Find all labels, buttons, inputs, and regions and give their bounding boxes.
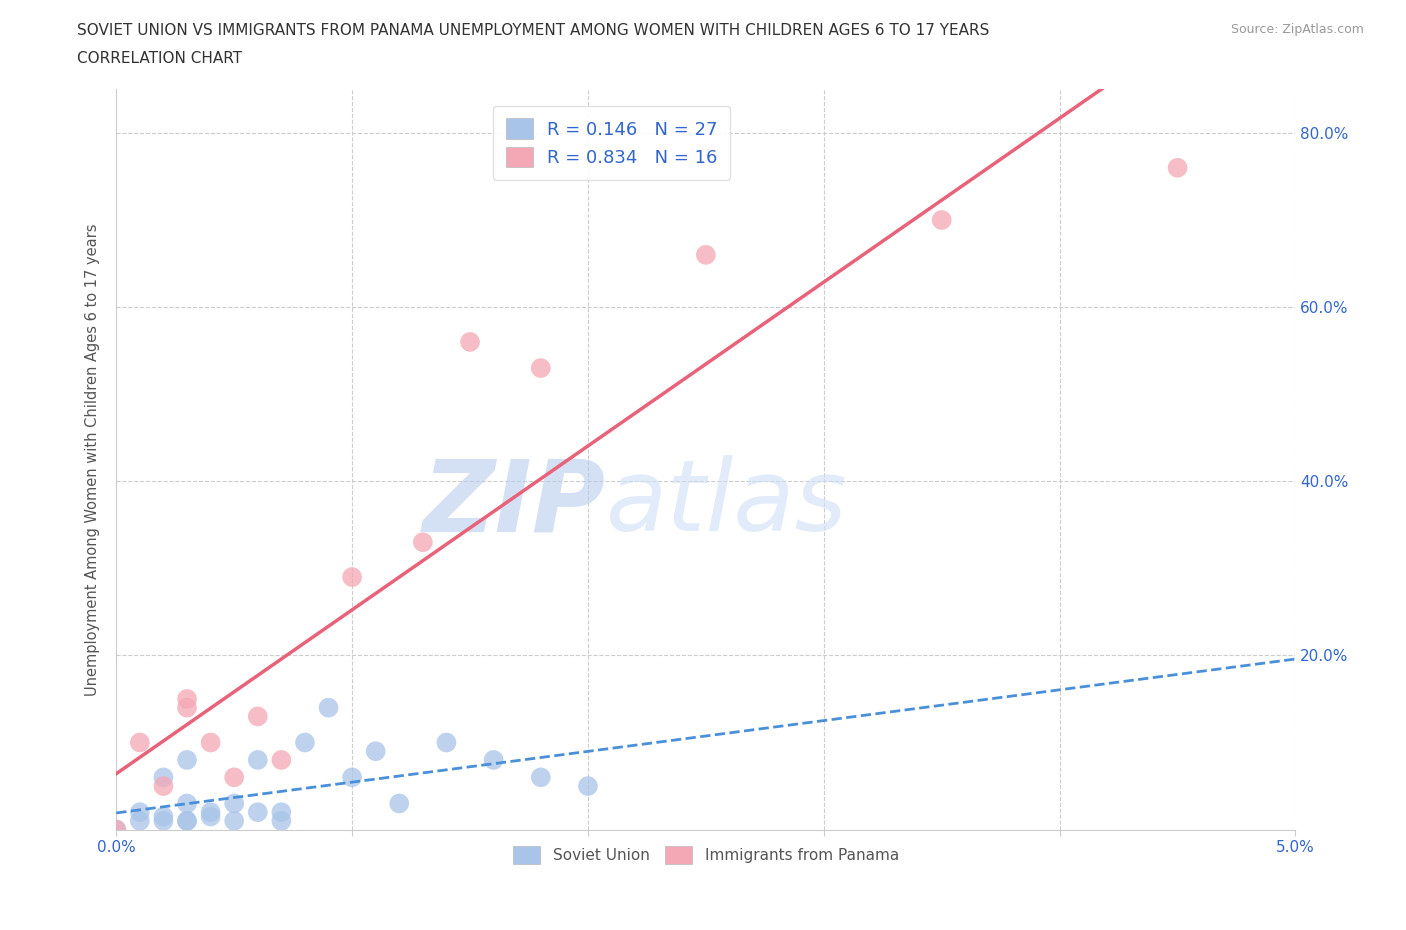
Point	[388, 796, 411, 811]
Legend: Soviet Union, Immigrants from Panama: Soviet Union, Immigrants from Panama	[506, 840, 905, 870]
Point	[530, 770, 553, 785]
Point	[200, 735, 222, 750]
Point	[576, 778, 599, 793]
Point	[128, 735, 150, 750]
Point	[105, 822, 128, 837]
Point	[176, 796, 198, 811]
Point	[364, 744, 387, 759]
Point	[270, 804, 292, 819]
Point	[128, 804, 150, 819]
Point	[270, 752, 292, 767]
Text: SOVIET UNION VS IMMIGRANTS FROM PANAMA UNEMPLOYMENT AMONG WOMEN WITH CHILDREN AG: SOVIET UNION VS IMMIGRANTS FROM PANAMA U…	[77, 23, 990, 38]
Point	[436, 735, 458, 750]
Point	[294, 735, 316, 750]
Point	[931, 213, 953, 228]
Point	[318, 700, 340, 715]
Point	[246, 709, 269, 724]
Point	[176, 700, 198, 715]
Text: Source: ZipAtlas.com: Source: ZipAtlas.com	[1230, 23, 1364, 36]
Text: atlas: atlas	[606, 456, 848, 552]
Text: CORRELATION CHART: CORRELATION CHART	[77, 51, 242, 66]
Point	[246, 804, 269, 819]
Point	[412, 535, 434, 550]
Point	[246, 752, 269, 767]
Point	[530, 361, 553, 376]
Point	[200, 804, 222, 819]
Point	[176, 692, 198, 707]
Point	[270, 814, 292, 829]
Text: ZIP: ZIP	[423, 456, 606, 552]
Point	[1167, 160, 1189, 175]
Point	[152, 778, 174, 793]
Point	[482, 752, 505, 767]
Point	[340, 770, 363, 785]
Point	[152, 809, 174, 824]
Point	[176, 814, 198, 829]
Point	[340, 569, 363, 584]
Point	[176, 814, 198, 829]
Point	[458, 335, 481, 350]
Point	[200, 809, 222, 824]
Point	[224, 814, 246, 829]
Point	[128, 814, 150, 829]
Y-axis label: Unemployment Among Women with Children Ages 6 to 17 years: Unemployment Among Women with Children A…	[86, 223, 100, 696]
Point	[224, 796, 246, 811]
Point	[176, 752, 198, 767]
Point	[105, 822, 128, 837]
Point	[224, 770, 246, 785]
Point	[695, 247, 717, 262]
Point	[152, 770, 174, 785]
Point	[152, 814, 174, 829]
